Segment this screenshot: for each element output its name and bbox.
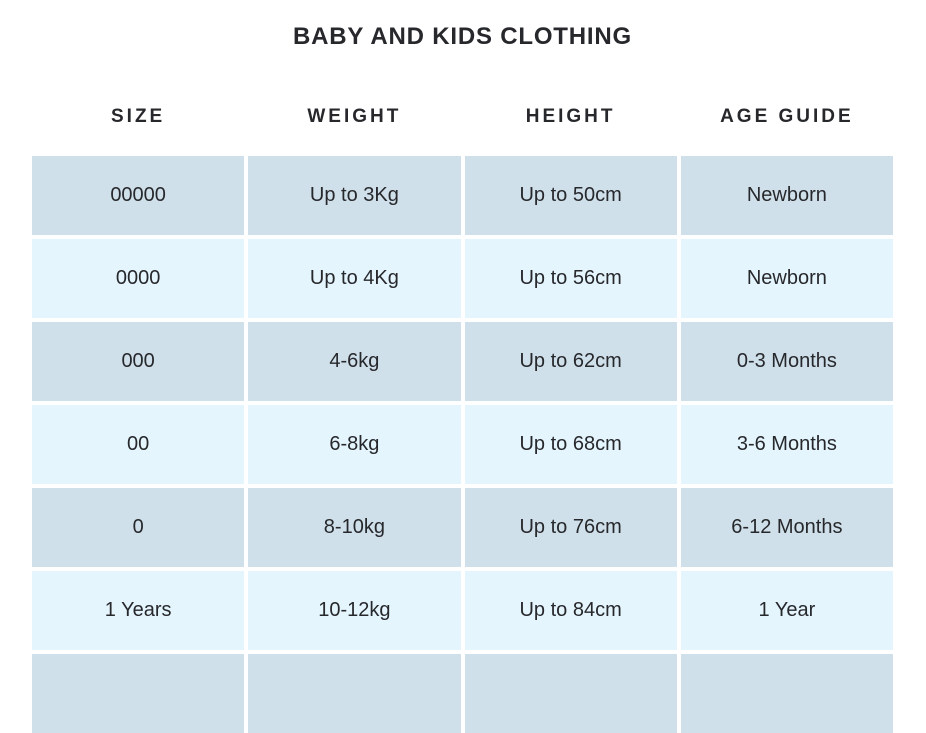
table-cell: Up to 4Kg [248, 239, 461, 318]
table-cell: 0000 [32, 239, 245, 318]
table-row-partial [32, 654, 893, 733]
table-cell [248, 654, 461, 733]
table-cell: 0-3 Months [680, 322, 893, 401]
table-cell: 1 Year [680, 571, 893, 650]
table-row: 00000 Up to 3Kg Up to 50cm Newborn [32, 156, 893, 235]
column-header-size: SIZE [111, 106, 166, 127]
table-cell: 000 [32, 322, 245, 401]
table-cell: 6-12 Months [680, 488, 893, 567]
table-cell: 0 [32, 488, 245, 567]
table-cell: 8-10kg [248, 488, 461, 567]
column-header-height: HEIGHT [525, 106, 616, 127]
table-cell: Up to 50cm [464, 156, 677, 235]
table-cell: Up to 56cm [464, 239, 677, 318]
page-title: BABY AND KIDS CLOTHING [293, 23, 632, 50]
table-cell: 10-12kg [248, 571, 461, 650]
table-row: 00 6-8kg Up to 68cm 3-6 Months [32, 405, 893, 484]
table-cell: Up to 68cm [464, 405, 677, 484]
table-row: 1 Years 10-12kg Up to 84cm 1 Year [32, 571, 893, 650]
table-cell: 4-6kg [248, 322, 461, 401]
table-cell: 1 Years [32, 571, 245, 650]
table-cell: Up to 76cm [464, 488, 677, 567]
table-row: 0000 Up to 4Kg Up to 56cm Newborn [32, 239, 893, 318]
table-cell: Up to 84cm [464, 571, 677, 650]
table-cell: 3-6 Months [680, 405, 893, 484]
table-cell [680, 654, 893, 733]
table-header-row: SIZE WEIGHT HEIGHT AGE GUIDE [32, 104, 893, 130]
size-guide-page: BABY AND KIDS CLOTHING SIZE WEIGHT HEIGHT A… [32, 23, 893, 733]
table-body: 00000 Up to 3Kg Up to 50cm Newborn 0000 Up to… [32, 156, 893, 733]
size-table: SIZE WEIGHT HEIGHT AGE GUIDE 00000 Up to 3Kg… [32, 104, 893, 733]
table-cell [464, 654, 677, 733]
table-cell: 00 [32, 405, 245, 484]
column-header-weight: WEIGHT [307, 106, 402, 127]
table-cell: Newborn [680, 156, 893, 235]
table-cell: Up to 62cm [464, 322, 677, 401]
table-cell: Newborn [680, 239, 893, 318]
table-row: 000 4-6kg Up to 62cm 0-3 Months [32, 322, 893, 401]
table-cell: 00000 [32, 156, 245, 235]
table-cell: 6-8kg [248, 405, 461, 484]
table-row: 0 8-10kg Up to 76cm 6-12 Months [32, 488, 893, 567]
table-cell [32, 654, 245, 733]
table-cell: Up to 3Kg [248, 156, 461, 235]
column-header-age-guide: AGE GUIDE [720, 106, 854, 127]
